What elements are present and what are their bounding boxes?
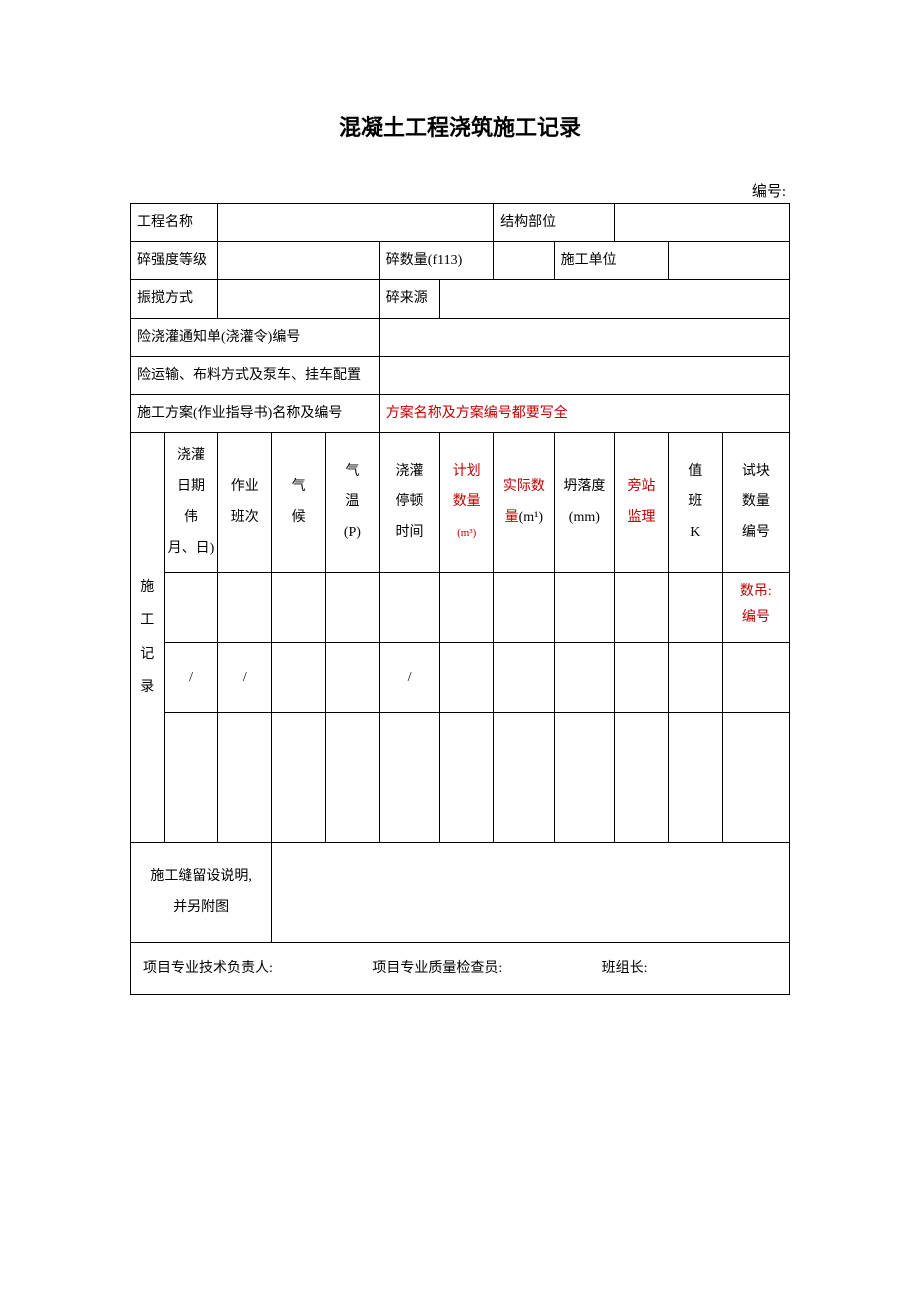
r1-c8[interactable] bbox=[554, 573, 615, 643]
row-mix: 振搅方式 碎来源 bbox=[131, 280, 790, 318]
r1-c9[interactable] bbox=[615, 573, 669, 643]
hdr-weather: 气候 bbox=[272, 433, 326, 573]
hdr-shift: 作业班次 bbox=[218, 433, 272, 573]
r2-c8[interactable] bbox=[554, 643, 615, 713]
hdr-actual-qty: 实际数量(m¹) bbox=[494, 433, 555, 573]
record-row-3 bbox=[131, 713, 790, 843]
quantity-value[interactable] bbox=[494, 242, 555, 280]
structure-part-value[interactable] bbox=[615, 204, 790, 242]
r1-c11[interactable]: 数吊:编号 bbox=[722, 573, 789, 643]
r2-c6[interactable] bbox=[440, 643, 494, 713]
strength-value[interactable] bbox=[218, 242, 379, 280]
row-transport: 险运输、布料方式及泵车、挂车配置 bbox=[131, 356, 790, 394]
page-title: 混凝土工程浇筑施工记录 bbox=[130, 110, 790, 142]
r1-c6[interactable] bbox=[440, 573, 494, 643]
r1-c4[interactable] bbox=[326, 573, 380, 643]
sig-tech-lead: 项目专业技术负责人: bbox=[143, 956, 273, 981]
r2-c1[interactable]: / bbox=[164, 643, 218, 713]
r3-c6[interactable] bbox=[440, 713, 494, 843]
row-record-header: 施工记录 浇灌日期伟月、日) 作业班次 气候 气温(P) 浇灌停顿时间 计划数量… bbox=[131, 433, 790, 573]
structure-part-label: 结构部位 bbox=[494, 204, 615, 242]
hdr-date: 浇灌日期伟月、日) bbox=[164, 433, 218, 573]
r2-c10[interactable] bbox=[668, 643, 722, 713]
r3-c1[interactable] bbox=[164, 713, 218, 843]
project-name-label: 工程名称 bbox=[131, 204, 218, 242]
plan-label: 施工方案(作业指导书)名称及编号 bbox=[131, 394, 380, 432]
project-name-value[interactable] bbox=[218, 204, 494, 242]
hdr-slump: 坍落度(mm) bbox=[554, 433, 615, 573]
quantity-label: 碎数量(f113) bbox=[379, 242, 493, 280]
hdr-duty: 值班K bbox=[668, 433, 722, 573]
r2-c4[interactable] bbox=[326, 643, 380, 713]
r3-c8[interactable] bbox=[554, 713, 615, 843]
hdr-supervisor: 旁站监理 bbox=[615, 433, 669, 573]
source-value[interactable] bbox=[440, 280, 790, 318]
joint-value[interactable] bbox=[272, 843, 790, 943]
r3-c5[interactable] bbox=[379, 713, 440, 843]
source-label: 碎来源 bbox=[379, 280, 440, 318]
record-row-1: 数吊:编号 bbox=[131, 573, 790, 643]
signature-cell: 项目专业技术负责人: 项目专业质量检查员: 班组长: bbox=[131, 943, 790, 995]
r3-c7[interactable] bbox=[494, 713, 555, 843]
hdr-block: 试块数量编号 bbox=[722, 433, 789, 573]
r3-c10[interactable] bbox=[668, 713, 722, 843]
record-row-2: / / / bbox=[131, 643, 790, 713]
plan-value[interactable]: 方案名称及方案编号都要写全 bbox=[379, 394, 789, 432]
r2-c5[interactable]: / bbox=[379, 643, 440, 713]
row-plan: 施工方案(作业指导书)名称及编号 方案名称及方案编号都要写全 bbox=[131, 394, 790, 432]
r3-c4[interactable] bbox=[326, 713, 380, 843]
strength-label: 碎强度等级 bbox=[131, 242, 218, 280]
joint-label: 施工缝留设说明, 并另附图 bbox=[131, 843, 272, 943]
contractor-value[interactable] bbox=[668, 242, 789, 280]
r2-c3[interactable] bbox=[272, 643, 326, 713]
r3-c2[interactable] bbox=[218, 713, 272, 843]
r3-c11[interactable] bbox=[722, 713, 789, 843]
mix-method-value[interactable] bbox=[218, 280, 379, 318]
r1-c10[interactable] bbox=[668, 573, 722, 643]
row-joint: 施工缝留设说明, 并另附图 bbox=[131, 843, 790, 943]
row-signatures: 项目专业技术负责人: 项目专业质量检查员: 班组长: bbox=[131, 943, 790, 995]
row-strength: 碎强度等级 碎数量(f113) 施工单位 bbox=[131, 242, 790, 280]
r3-c9[interactable] bbox=[615, 713, 669, 843]
r1-c1[interactable] bbox=[164, 573, 218, 643]
transport-value[interactable] bbox=[379, 356, 789, 394]
r2-c9[interactable] bbox=[615, 643, 669, 713]
hdr-stop-time: 浇灌停顿时间 bbox=[379, 433, 440, 573]
sig-foreman: 班组长: bbox=[602, 956, 648, 981]
transport-label: 险运输、布料方式及泵车、挂车配置 bbox=[131, 356, 380, 394]
r2-c7[interactable] bbox=[494, 643, 555, 713]
r1-c5[interactable] bbox=[379, 573, 440, 643]
contractor-label: 施工单位 bbox=[554, 242, 668, 280]
r1-c3[interactable] bbox=[272, 573, 326, 643]
r1-c2[interactable] bbox=[218, 573, 272, 643]
record-form-table: 工程名称 结构部位 碎强度等级 碎数量(f113) 施工单位 振搅方式 碎来源 … bbox=[130, 203, 790, 995]
r3-c3[interactable] bbox=[272, 713, 326, 843]
r1-c7[interactable] bbox=[494, 573, 555, 643]
record-side-label: 施工记录 bbox=[131, 433, 165, 843]
hdr-temp: 气温(P) bbox=[326, 433, 380, 573]
row-pour-order: 险浇灌通知单(浇灌令)编号 bbox=[131, 318, 790, 356]
sig-qc: 项目专业质量检查员: bbox=[372, 956, 502, 981]
row-project: 工程名称 结构部位 bbox=[131, 204, 790, 242]
pour-order-value[interactable] bbox=[379, 318, 789, 356]
pour-order-label: 险浇灌通知单(浇灌令)编号 bbox=[131, 318, 380, 356]
hdr-plan-qty: 计划数量(m³) bbox=[440, 433, 494, 573]
r2-c11[interactable] bbox=[722, 643, 789, 713]
r2-c2[interactable]: / bbox=[218, 643, 272, 713]
mix-method-label: 振搅方式 bbox=[131, 280, 218, 318]
doc-number-label: 编号: bbox=[130, 180, 790, 201]
